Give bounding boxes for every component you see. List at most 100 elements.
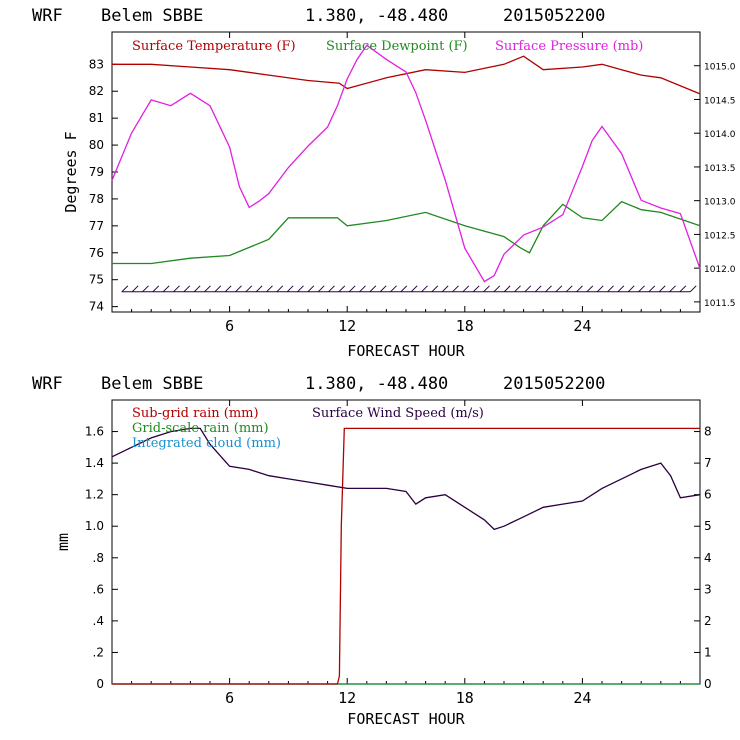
wind-barb xyxy=(121,285,129,293)
x-tick-label: 12 xyxy=(338,317,356,335)
x-tick-label: 6 xyxy=(225,689,234,707)
wind-barb xyxy=(441,285,449,293)
legend-surface-dewpoint: Surface Dewpoint (F) xyxy=(326,39,468,54)
legend-gridscale-rain: Grid-scale rain (mm) xyxy=(132,421,269,436)
chart1-series xyxy=(111,44,701,283)
wind-barb xyxy=(307,285,315,293)
y-tick-label: .4 xyxy=(93,614,104,628)
wind-barb xyxy=(576,285,583,293)
wind-barb xyxy=(534,285,542,293)
wind-barb xyxy=(689,285,697,293)
x-tick-label: 24 xyxy=(573,689,591,707)
wind-barb xyxy=(142,285,149,293)
x-tick-label: 18 xyxy=(456,317,474,335)
y2-tick-label: 4 xyxy=(704,551,712,565)
y2-tick-label: 1013.5 xyxy=(704,164,736,174)
x-tick-label: 12 xyxy=(338,689,356,707)
y2-tick-label: 1012.0 xyxy=(704,265,736,275)
wind-barb xyxy=(173,285,180,293)
y-tick-label: 1.2 xyxy=(85,488,104,502)
y2-tick-label: 0 xyxy=(704,677,712,691)
wind-barb xyxy=(524,285,532,293)
y2-tick-label: 1011.5 xyxy=(704,299,736,309)
wind-barb xyxy=(586,285,594,293)
chart1-title-coords: 1.380, -48.480 xyxy=(305,6,448,26)
wind-barb xyxy=(493,285,501,293)
series-subgrid-rain xyxy=(112,427,700,685)
wind-barb xyxy=(297,285,304,293)
series-surface-temperature xyxy=(112,55,701,95)
wind-barb xyxy=(286,285,294,293)
legend-surface-temperature: Surface Temperature (F) xyxy=(132,39,296,54)
y2-tick-label: 7 xyxy=(704,456,712,470)
y-tick-label: .6 xyxy=(93,582,104,596)
y-tick-label: 1.4 xyxy=(85,456,104,470)
chart2-ylabel: mm xyxy=(54,533,72,551)
wind-barb xyxy=(658,285,666,293)
chart2-series xyxy=(111,427,701,685)
wind-barb xyxy=(235,285,242,293)
wind-barb xyxy=(638,285,645,293)
y-tick-label: 79 xyxy=(89,165,104,179)
y-tick-label: 74 xyxy=(89,300,104,314)
wind-barb xyxy=(472,285,480,293)
wind-barb xyxy=(669,285,676,293)
y2-tick-label: 3 xyxy=(704,582,712,596)
wind-barb xyxy=(193,285,201,293)
y-tick-label: 1.0 xyxy=(85,519,104,533)
chart-temperature-pressure: WRF Belem SBBE 1.380, -48.480 2015052200… xyxy=(32,6,736,360)
y-tick-label: 83 xyxy=(89,57,104,71)
y-tick-label: 77 xyxy=(89,219,104,233)
y-tick-label: 0 xyxy=(96,677,104,691)
wind-barb xyxy=(617,285,625,293)
chart2-title-model: WRF xyxy=(32,374,63,394)
wind-barb xyxy=(462,285,470,293)
x-tick-label: 18 xyxy=(456,689,474,707)
y2-tick-label: 1012.5 xyxy=(704,231,736,241)
wind-barb xyxy=(255,285,263,293)
wind-barb xyxy=(162,285,170,293)
x-tick-label: 24 xyxy=(573,317,591,335)
wind-barb xyxy=(328,285,335,293)
wind-barb xyxy=(421,285,428,293)
wind-barb xyxy=(545,285,552,293)
wind-barb xyxy=(245,285,253,293)
y-tick-label: 75 xyxy=(89,273,104,287)
chart1-title-model: WRF xyxy=(32,6,63,26)
wind-barb xyxy=(648,285,656,293)
chart1-ylabel: Degrees F xyxy=(62,131,80,212)
wind-barb xyxy=(266,285,273,293)
wind-barb xyxy=(204,285,211,293)
y2-tick-label: 1 xyxy=(704,645,712,659)
chart1-xlabel: FORECAST HOUR xyxy=(347,342,465,360)
y2-tick-label: 1015.0 xyxy=(704,63,736,73)
wind-barb xyxy=(400,285,408,293)
series-surface-pressure xyxy=(111,44,701,283)
wind-barb xyxy=(452,285,459,293)
y-tick-label: .2 xyxy=(93,645,104,659)
wind-barb xyxy=(431,285,439,293)
legend-subgrid-rain: Sub-grid rain (mm) xyxy=(132,406,259,421)
wind-barb xyxy=(224,285,232,293)
wind-barb xyxy=(596,285,604,293)
wind-barb xyxy=(514,285,521,293)
y2-tick-label: 6 xyxy=(704,488,712,502)
wind-barb xyxy=(359,285,366,293)
y-tick-label: .8 xyxy=(93,551,104,565)
y-tick-label: 81 xyxy=(89,111,104,125)
wind-barb xyxy=(555,285,563,293)
chart2-title-station: Belem SBBE xyxy=(101,374,203,394)
wind-barb xyxy=(607,285,614,293)
wind-barb xyxy=(483,285,490,293)
y-tick-label: 78 xyxy=(89,192,104,206)
y-tick-label: 80 xyxy=(89,138,104,152)
wind-barb xyxy=(503,285,511,293)
wind-barb xyxy=(369,285,377,293)
chart2-title-init: 2015052200 xyxy=(503,374,605,394)
y-tick-label: 82 xyxy=(89,84,104,98)
legend-integrated-cloud: Integrated cloud (mm) xyxy=(132,436,281,451)
wind-barb xyxy=(338,285,346,293)
series-surface-wind-speed xyxy=(111,427,701,531)
